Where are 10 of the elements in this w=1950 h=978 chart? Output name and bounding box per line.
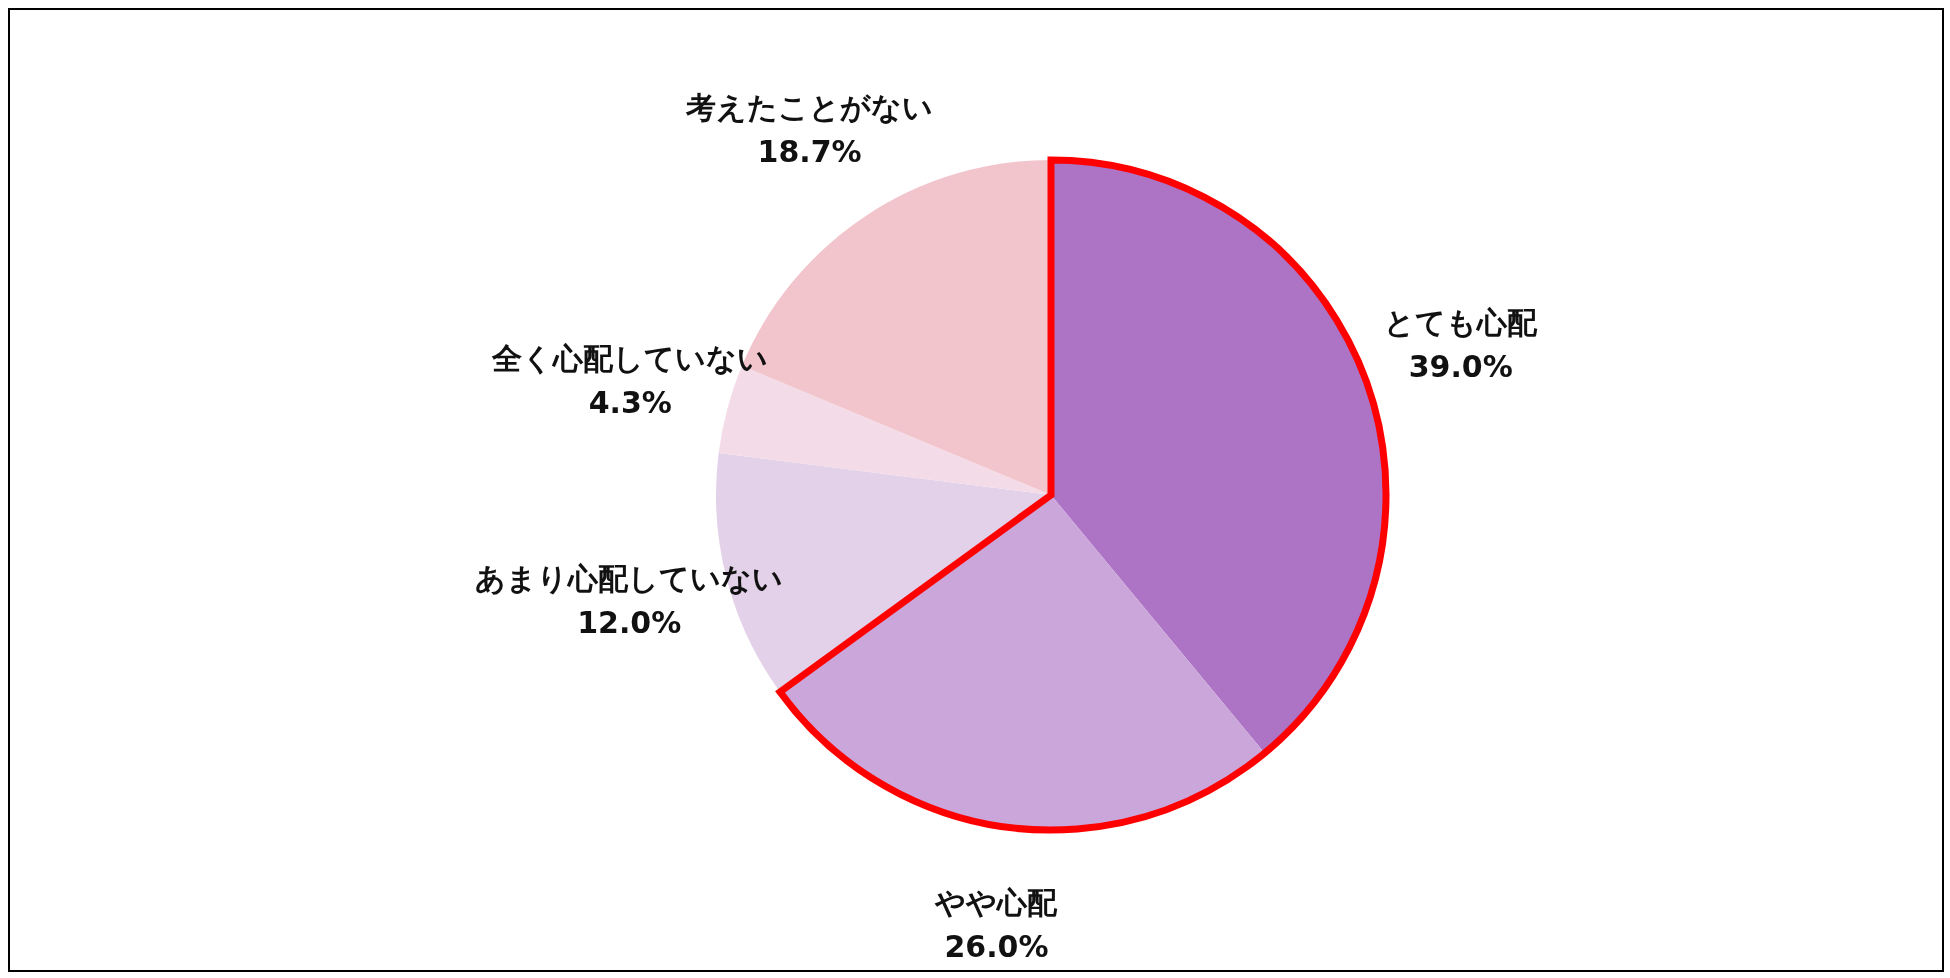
- data-label: 12.0%: [577, 605, 682, 641]
- slice-label: 全く心配していない: [491, 340, 769, 376]
- data-label: 26.0%: [944, 928, 1049, 964]
- slice-label: あまり心配していない: [475, 561, 784, 597]
- slice-label: 考えたことがない: [685, 90, 934, 126]
- data-label: 4.3%: [588, 384, 672, 420]
- slice-label: やや心配: [934, 884, 1059, 920]
- data-label: 18.7%: [757, 134, 862, 170]
- slice-label: とても心配: [1384, 305, 1539, 341]
- data-label: 39.0%: [1408, 349, 1513, 385]
